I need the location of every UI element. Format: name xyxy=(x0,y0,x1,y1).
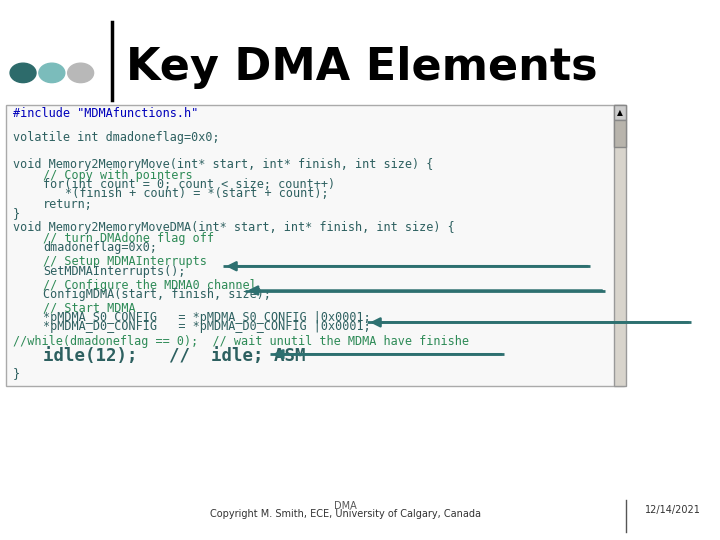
Text: }: } xyxy=(13,367,20,380)
Text: volatile int dmadoneflag=0x0;: volatile int dmadoneflag=0x0; xyxy=(13,131,220,144)
Text: DMA: DMA xyxy=(334,501,357,511)
Text: *(finish + count) = *(start + count);: *(finish + count) = *(start + count); xyxy=(65,187,328,200)
Text: // Copy with pointers: // Copy with pointers xyxy=(43,169,193,182)
Text: Copyright M. Smith, ECE, University of Calgary, Canada: Copyright M. Smith, ECE, University of C… xyxy=(210,509,481,519)
Text: return;: return; xyxy=(43,198,93,211)
Text: void Memory2MemoryMove(int* start, int* finish, int size) {: void Memory2MemoryMove(int* start, int* … xyxy=(13,158,433,171)
Text: // Setup MDMAInterrupts: // Setup MDMAInterrupts xyxy=(43,255,207,268)
Text: dmadoneflag=0x0;: dmadoneflag=0x0; xyxy=(43,241,157,254)
Text: }: } xyxy=(13,207,20,220)
Text: void Memory2MemoryMoveDMA(int* start, int* finish, int size) {: void Memory2MemoryMoveDMA(int* start, in… xyxy=(13,221,455,234)
Text: // turn DMAdone flag off: // turn DMAdone flag off xyxy=(43,232,215,245)
Bar xyxy=(614,105,626,386)
Text: #include "MDMAfunctions.h": #include "MDMAfunctions.h" xyxy=(13,107,198,120)
Text: // Start MDMA: // Start MDMA xyxy=(43,302,136,315)
Circle shape xyxy=(68,63,94,83)
Text: // Configure the MDMA0 channel: // Configure the MDMA0 channel xyxy=(43,279,257,292)
Text: SetMDMAInterrupts();: SetMDMAInterrupts(); xyxy=(43,265,186,278)
Bar xyxy=(614,105,626,120)
Text: 12/14/2021: 12/14/2021 xyxy=(645,505,701,515)
Text: *pMDMA_S0_CONFIG   = *pMDMA_S0_CONFIG |0x0001;: *pMDMA_S0_CONFIG = *pMDMA_S0_CONFIG |0x0… xyxy=(43,311,371,324)
Circle shape xyxy=(10,63,36,83)
Text: ▲: ▲ xyxy=(617,109,623,117)
Text: Key DMA Elements: Key DMA Elements xyxy=(126,46,598,89)
Text: idle(12);   //  idle; ASM: idle(12); // idle; ASM xyxy=(43,347,306,366)
Text: ConfigMDMA(start, finish, size);: ConfigMDMA(start, finish, size); xyxy=(43,288,271,301)
Bar xyxy=(6,105,624,386)
Text: *pMDMA_D0_CONFIG   = *pMDMA_D0_CONFIG |0x0001;: *pMDMA_D0_CONFIG = *pMDMA_D0_CONFIG |0x0… xyxy=(43,320,371,333)
Circle shape xyxy=(39,63,65,83)
Text: for(int count = 0; count < size; count++): for(int count = 0; count < size; count++… xyxy=(43,178,336,191)
Text: //while(dmadoneflag == 0);  // wait unutil the MDMA have finishe: //while(dmadoneflag == 0); // wait unuti… xyxy=(13,335,469,348)
Bar xyxy=(614,120,626,147)
